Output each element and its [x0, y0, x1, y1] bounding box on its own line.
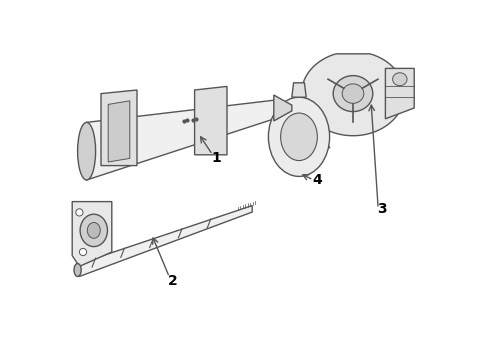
Ellipse shape — [80, 214, 107, 247]
Polygon shape — [274, 95, 292, 121]
Polygon shape — [386, 68, 414, 119]
Text: 3: 3 — [377, 202, 387, 216]
Ellipse shape — [76, 209, 83, 216]
Polygon shape — [79, 206, 252, 276]
Polygon shape — [195, 86, 227, 155]
Text: 2: 2 — [168, 274, 178, 288]
Text: 4: 4 — [312, 173, 322, 187]
Ellipse shape — [392, 73, 407, 86]
Polygon shape — [101, 90, 137, 166]
Text: 1: 1 — [211, 152, 221, 165]
Ellipse shape — [79, 248, 87, 256]
Ellipse shape — [87, 222, 100, 238]
Polygon shape — [72, 202, 112, 266]
Ellipse shape — [342, 84, 364, 103]
Ellipse shape — [77, 122, 96, 180]
Polygon shape — [301, 54, 404, 136]
Polygon shape — [87, 99, 281, 180]
Polygon shape — [292, 83, 306, 97]
Ellipse shape — [269, 97, 330, 176]
Ellipse shape — [333, 76, 373, 112]
Polygon shape — [108, 101, 130, 162]
Ellipse shape — [74, 264, 81, 276]
Ellipse shape — [281, 113, 318, 161]
